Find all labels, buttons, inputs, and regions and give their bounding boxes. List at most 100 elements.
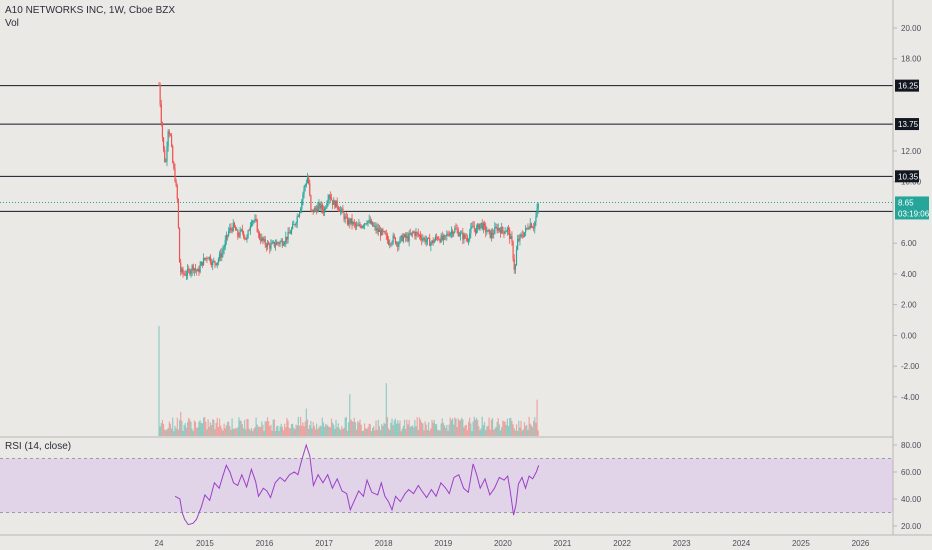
volume-bar xyxy=(221,428,223,436)
level-price-tag xyxy=(895,118,919,131)
candle-body xyxy=(192,265,194,271)
candle-body xyxy=(326,203,328,208)
volume-bar xyxy=(208,426,210,436)
candle-body xyxy=(514,265,516,270)
volume-bar xyxy=(261,421,263,436)
candle-body xyxy=(328,195,330,200)
candle-body xyxy=(217,259,219,263)
candle-body xyxy=(411,232,414,234)
candle-body xyxy=(313,208,315,213)
candle-body xyxy=(537,203,539,209)
candle-body xyxy=(190,270,192,274)
candle-body xyxy=(305,182,307,186)
volume-bar xyxy=(290,424,293,436)
volume-bar xyxy=(426,430,429,436)
candle-body xyxy=(430,243,432,247)
candle-body xyxy=(490,232,492,238)
volume-bar xyxy=(439,430,441,436)
time-tick-label: 2024 xyxy=(732,539,750,548)
volume-bar xyxy=(437,429,439,436)
volume-bar xyxy=(293,427,295,436)
volume-bar xyxy=(335,419,337,436)
price-tick-label: 12.00 xyxy=(901,147,922,156)
volume-bar xyxy=(531,427,534,436)
candle-body xyxy=(398,243,400,247)
candle-body xyxy=(478,224,480,230)
price-pane[interactable] xyxy=(0,81,893,281)
volume-bar xyxy=(186,421,189,436)
volume-bar xyxy=(286,417,288,436)
rsi-line xyxy=(174,443,540,526)
candle-body xyxy=(271,242,273,245)
volume-bar xyxy=(231,418,233,436)
rsi-legend[interactable]: RSI (14, close) xyxy=(5,441,72,452)
volume-bar xyxy=(215,422,217,436)
volume-bar xyxy=(368,423,370,436)
candle-body xyxy=(399,237,401,244)
volume-bar xyxy=(366,429,368,436)
candle-body xyxy=(249,225,251,231)
candle-body xyxy=(352,222,354,225)
candle-body xyxy=(343,212,345,220)
candle-body xyxy=(274,244,277,247)
price-tick-label: 0.00 xyxy=(901,331,917,340)
candle-body xyxy=(401,235,403,241)
volume-bar xyxy=(403,419,406,436)
candle-body xyxy=(405,234,407,238)
rsi-pane[interactable] xyxy=(0,436,893,526)
candle-body xyxy=(210,262,213,266)
candle-body xyxy=(378,230,381,232)
volume-bar xyxy=(304,421,306,436)
volume-bar xyxy=(190,421,192,436)
volume-bar xyxy=(270,424,272,436)
price-axis[interactable]: 20.0018.0012.0010.006.004.002.000.00-2.0… xyxy=(892,0,930,535)
candle-body xyxy=(308,177,310,184)
candle-body xyxy=(506,228,508,232)
volume-bar xyxy=(475,417,478,436)
candle-body xyxy=(358,224,360,226)
candle-body xyxy=(512,241,514,259)
rsi-tick-label: 80.00 xyxy=(901,441,922,450)
volume-bar xyxy=(527,430,529,436)
candle-body xyxy=(184,274,186,276)
volume-bar xyxy=(280,423,282,436)
symbol-title[interactable]: A10 NETWORKS INC, 1W, Cboe BZX xyxy=(5,5,176,16)
candle-body xyxy=(180,262,182,273)
volume-legend[interactable]: Vol xyxy=(5,18,19,29)
volume-bar xyxy=(265,421,267,436)
candle-body xyxy=(360,226,362,228)
candle-body xyxy=(375,225,377,231)
candle-body xyxy=(357,225,359,227)
time-tick-label: 2015 xyxy=(196,539,214,548)
level-price-label: 16.25 xyxy=(898,82,919,91)
candle-body xyxy=(245,237,247,240)
candle-body xyxy=(367,221,369,224)
time-tick-label: 2018 xyxy=(375,539,393,548)
candle-body xyxy=(264,239,266,245)
candle-body xyxy=(286,236,288,240)
volume-bar xyxy=(514,430,516,436)
volume-bar xyxy=(204,416,206,436)
volume-bar xyxy=(217,427,219,436)
volume-bar xyxy=(445,427,447,436)
candle-body xyxy=(423,238,425,239)
volume-bar xyxy=(465,424,467,436)
candle-body xyxy=(282,244,285,246)
candle-body xyxy=(433,240,435,243)
time-axis[interactable]: 24 2015 2016 2017 2018 2019 2020 2021 2022 2023 20… xyxy=(0,534,932,548)
volume-bar xyxy=(281,426,283,436)
candle-body xyxy=(231,229,233,232)
candle-body xyxy=(391,242,393,244)
volume-bar xyxy=(474,419,476,436)
candle-body xyxy=(265,244,267,248)
volume-bar xyxy=(216,417,218,436)
candle-body xyxy=(386,235,389,241)
candle-body xyxy=(441,235,443,240)
volume-bar xyxy=(230,429,232,436)
candle-body xyxy=(499,230,502,234)
volume-bar xyxy=(236,428,238,436)
volume-bar xyxy=(491,418,494,436)
candle-body xyxy=(395,242,398,244)
volume-bar xyxy=(272,419,274,436)
